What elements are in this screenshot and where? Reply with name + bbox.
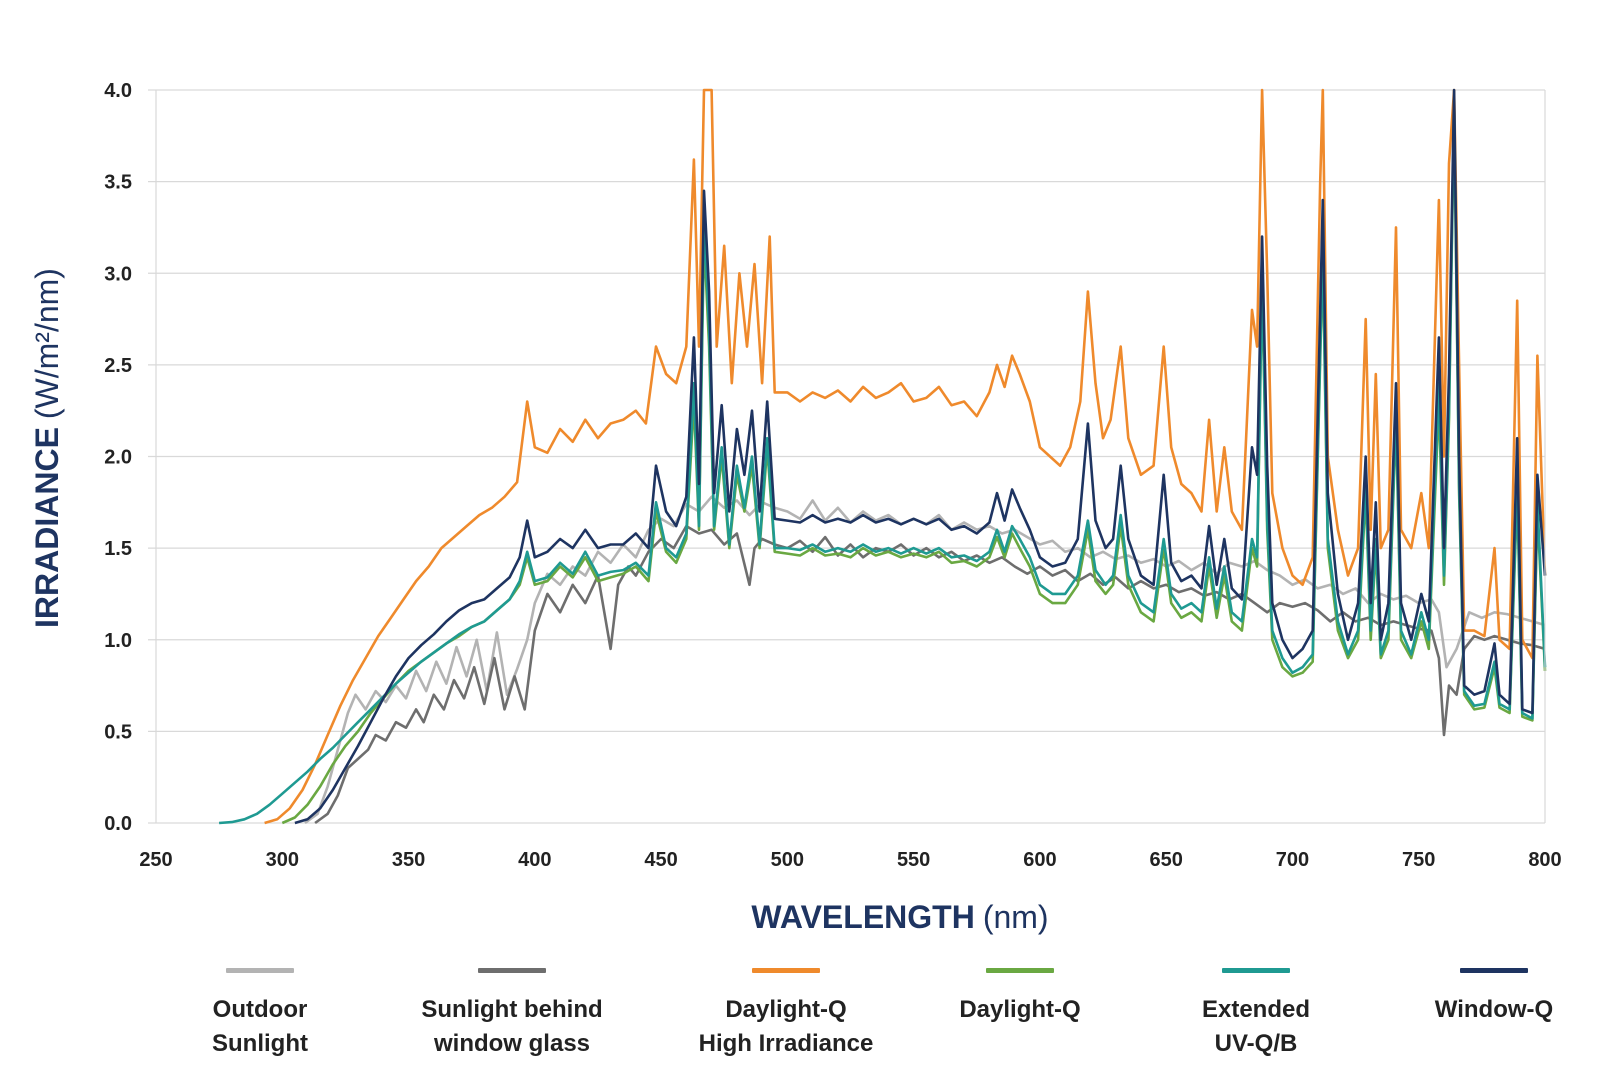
x-tick-label: 450 bbox=[644, 849, 677, 871]
legend-swatch bbox=[1222, 968, 1290, 973]
x-tick-label: 700 bbox=[1276, 849, 1309, 871]
irradiance-chart: 0.0 0.5 1.0 1.5 2.0 2.5 3.0 3.5 4.0 250 300 350 400… bbox=[29, 80, 1562, 935]
x-tick-label: 250 bbox=[139, 849, 172, 871]
legend-label: Outdoor Sunlight bbox=[212, 996, 308, 1057]
x-tick-label: 300 bbox=[266, 849, 299, 871]
legend-item: Extended UV-Q/B bbox=[1126, 968, 1386, 1061]
x-tick-label: 500 bbox=[771, 849, 804, 871]
y-tick-labels: 0.0 0.5 1.0 1.5 2.0 2.5 3.0 3.5 4.0 bbox=[104, 80, 132, 835]
y-tick-label: 3.5 bbox=[104, 172, 132, 194]
y-tick-label: 1.5 bbox=[104, 538, 132, 560]
series-line-daylight-q bbox=[281, 107, 1547, 825]
legend-swatch bbox=[478, 968, 546, 973]
x-tick-label: 650 bbox=[1149, 849, 1182, 871]
x-axis-title: WAVELENGTH (nm) bbox=[751, 899, 1048, 935]
x-tick-label: 750 bbox=[1402, 849, 1435, 871]
legend-item: Daylight-Q High Irradiance bbox=[656, 968, 916, 1061]
x-tick-label: 350 bbox=[392, 849, 425, 871]
x-axis-title-unit: (nm) bbox=[983, 899, 1049, 935]
y-tick-label: 2.0 bbox=[104, 447, 132, 469]
series-lines bbox=[219, 88, 1547, 825]
axes bbox=[155, 90, 1546, 823]
legend-label: Daylight-Q High Irradiance bbox=[698, 996, 874, 1057]
y-axis-title: IRRADIANCE (W/m²/nm) bbox=[29, 268, 65, 628]
y-axis-title-unit: (W/m²/nm) bbox=[29, 268, 65, 419]
legend: Outdoor Sunlight Sunlight behind window g… bbox=[0, 968, 1600, 1067]
series-line-daylight-q-high-irradiance bbox=[264, 88, 1547, 825]
x-tick-label: 550 bbox=[897, 849, 930, 871]
legend-label: Sunlight behind window glass bbox=[421, 996, 603, 1057]
legend-swatch bbox=[1460, 968, 1528, 973]
legend-swatch bbox=[226, 968, 294, 973]
y-axis-title-main: IRRADIANCE bbox=[29, 427, 65, 628]
legend-swatch bbox=[752, 968, 820, 973]
x-tick-labels: 250 300 350 400 450 500 550 600 650 700 750 800 bbox=[139, 849, 1561, 871]
grid-lines bbox=[148, 89, 1545, 824]
y-tick-label: 0.0 bbox=[104, 813, 132, 835]
y-tick-label: 3.0 bbox=[104, 263, 132, 285]
legend-label: Extended UV-Q/B bbox=[1201, 996, 1311, 1057]
y-tick-label: 0.5 bbox=[104, 721, 132, 743]
x-axis-title-main: WAVELENGTH bbox=[751, 899, 974, 935]
y-tick-label: 4.0 bbox=[104, 80, 132, 102]
legend-item: Sunlight behind window glass bbox=[382, 968, 642, 1061]
legend-item: Window-Q bbox=[1364, 968, 1600, 1027]
y-tick-label: 1.0 bbox=[104, 630, 132, 652]
x-tick-label: 400 bbox=[518, 849, 551, 871]
legend-item: Daylight-Q bbox=[890, 968, 1150, 1027]
legend-swatch bbox=[986, 968, 1054, 973]
x-tick-label: 600 bbox=[1023, 849, 1056, 871]
legend-label: Window-Q bbox=[1434, 996, 1554, 1023]
series-line-window-q bbox=[294, 88, 1547, 825]
x-tick-label: 800 bbox=[1528, 849, 1561, 871]
y-tick-label: 2.5 bbox=[104, 355, 132, 377]
legend-item: Outdoor Sunlight bbox=[130, 968, 390, 1061]
legend-label: Daylight-Q bbox=[959, 996, 1081, 1023]
